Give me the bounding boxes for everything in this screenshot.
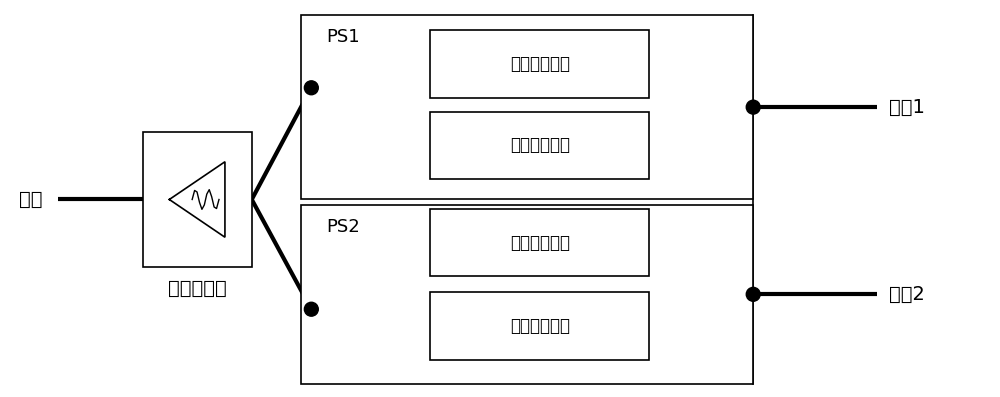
Bar: [301, 15, 753, 199]
Bar: [143, 133, 252, 266]
Text: 输出1: 输出1: [889, 98, 925, 117]
Text: PS1: PS1: [326, 28, 360, 46]
Text: 参考分支电路: 参考分支电路: [510, 234, 570, 252]
Bar: [301, 205, 753, 384]
Text: 功率分配器: 功率分配器: [168, 279, 227, 298]
Text: PS2: PS2: [326, 218, 360, 236]
Text: 参考分支电路: 参考分支电路: [510, 55, 570, 73]
Text: 输出2: 输出2: [889, 285, 925, 304]
Circle shape: [304, 302, 318, 316]
Bar: [430, 30, 649, 98]
Circle shape: [304, 81, 318, 95]
Text: 相移分支电路: 相移分支电路: [510, 317, 570, 335]
Circle shape: [746, 100, 760, 114]
Bar: [430, 292, 649, 360]
Bar: [430, 112, 649, 179]
Bar: [430, 209, 649, 276]
Text: 输入: 输入: [19, 190, 42, 209]
Text: 相移分支电路: 相移分支电路: [510, 137, 570, 154]
Circle shape: [746, 287, 760, 301]
